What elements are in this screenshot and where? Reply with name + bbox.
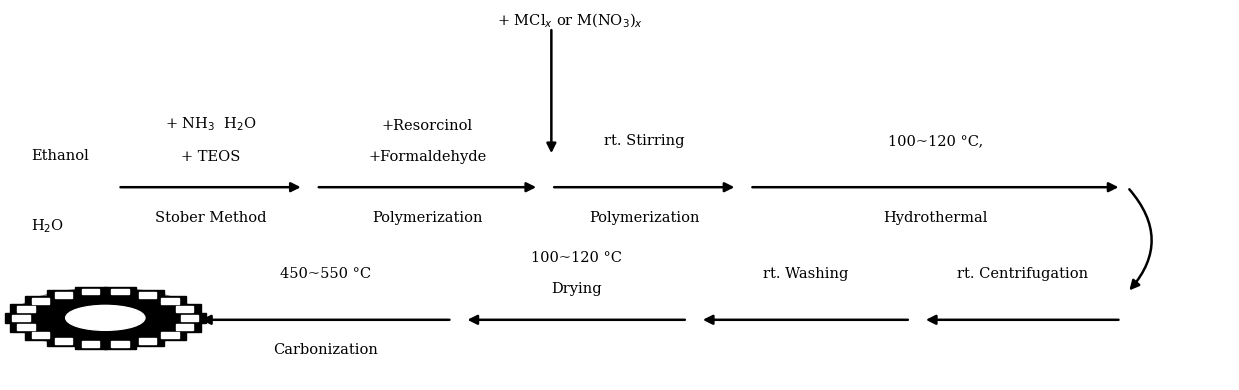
Bar [32,332,50,338]
Text: Polymerization: Polymerization [589,211,700,225]
Bar [25,296,57,306]
Bar [10,322,42,332]
Bar [176,306,193,312]
Bar [17,324,35,330]
Text: +Resorcinol: +Resorcinol [382,119,473,133]
Bar [161,298,178,303]
Bar [154,330,186,340]
Bar [104,339,136,349]
Bar [173,313,206,323]
Text: 450~550 °C: 450~550 °C [280,267,370,281]
Bar [12,315,30,321]
Text: + MCl$_x$ or M(NO$_3$)$_x$: + MCl$_x$ or M(NO$_3$)$_x$ [497,12,643,30]
Bar [176,324,193,330]
Bar [112,341,129,347]
Text: 100~120 °C: 100~120 °C [530,251,622,265]
Bar [74,287,107,297]
Bar [154,296,186,306]
Bar [131,336,164,346]
Bar [5,313,37,323]
Bar [161,332,178,338]
Circle shape [66,305,145,330]
Bar [25,330,57,340]
Bar [82,289,99,294]
Bar [10,304,42,314]
Text: +Formaldehyde: +Formaldehyde [368,150,487,164]
Text: rt. Washing: rt. Washing [763,267,847,281]
Text: rt. Stirring: rt. Stirring [605,134,684,148]
Bar [112,289,129,294]
Bar [17,306,35,312]
Text: Stober Method: Stober Method [155,211,266,225]
Text: 100~120 °C,: 100~120 °C, [888,134,983,148]
Text: rt. Centrifugation: rt. Centrifugation [957,267,1088,281]
Circle shape [21,291,190,344]
Text: + NH$_3$  H$_2$O: + NH$_3$ H$_2$O [165,115,256,133]
Text: Drying: Drying [551,282,601,296]
Bar [47,336,79,346]
Bar [32,298,50,303]
Bar [169,322,201,332]
Text: Ethanol: Ethanol [31,149,89,163]
Bar [55,292,72,298]
Bar [169,304,201,314]
Text: Carbonization: Carbonization [273,343,378,357]
Text: Hydrothermal: Hydrothermal [883,211,987,225]
Bar [131,290,164,300]
Text: H$_2$O: H$_2$O [31,217,64,235]
Bar [139,338,156,344]
Bar [82,341,99,347]
Bar [139,292,156,298]
Bar [74,339,107,349]
FancyArrowPatch shape [1129,189,1151,288]
Text: + TEOS: + TEOS [181,150,240,164]
Bar [181,315,198,321]
Bar [104,287,136,297]
Bar [55,338,72,344]
Text: Polymerization: Polymerization [372,211,483,225]
Bar [47,290,79,300]
